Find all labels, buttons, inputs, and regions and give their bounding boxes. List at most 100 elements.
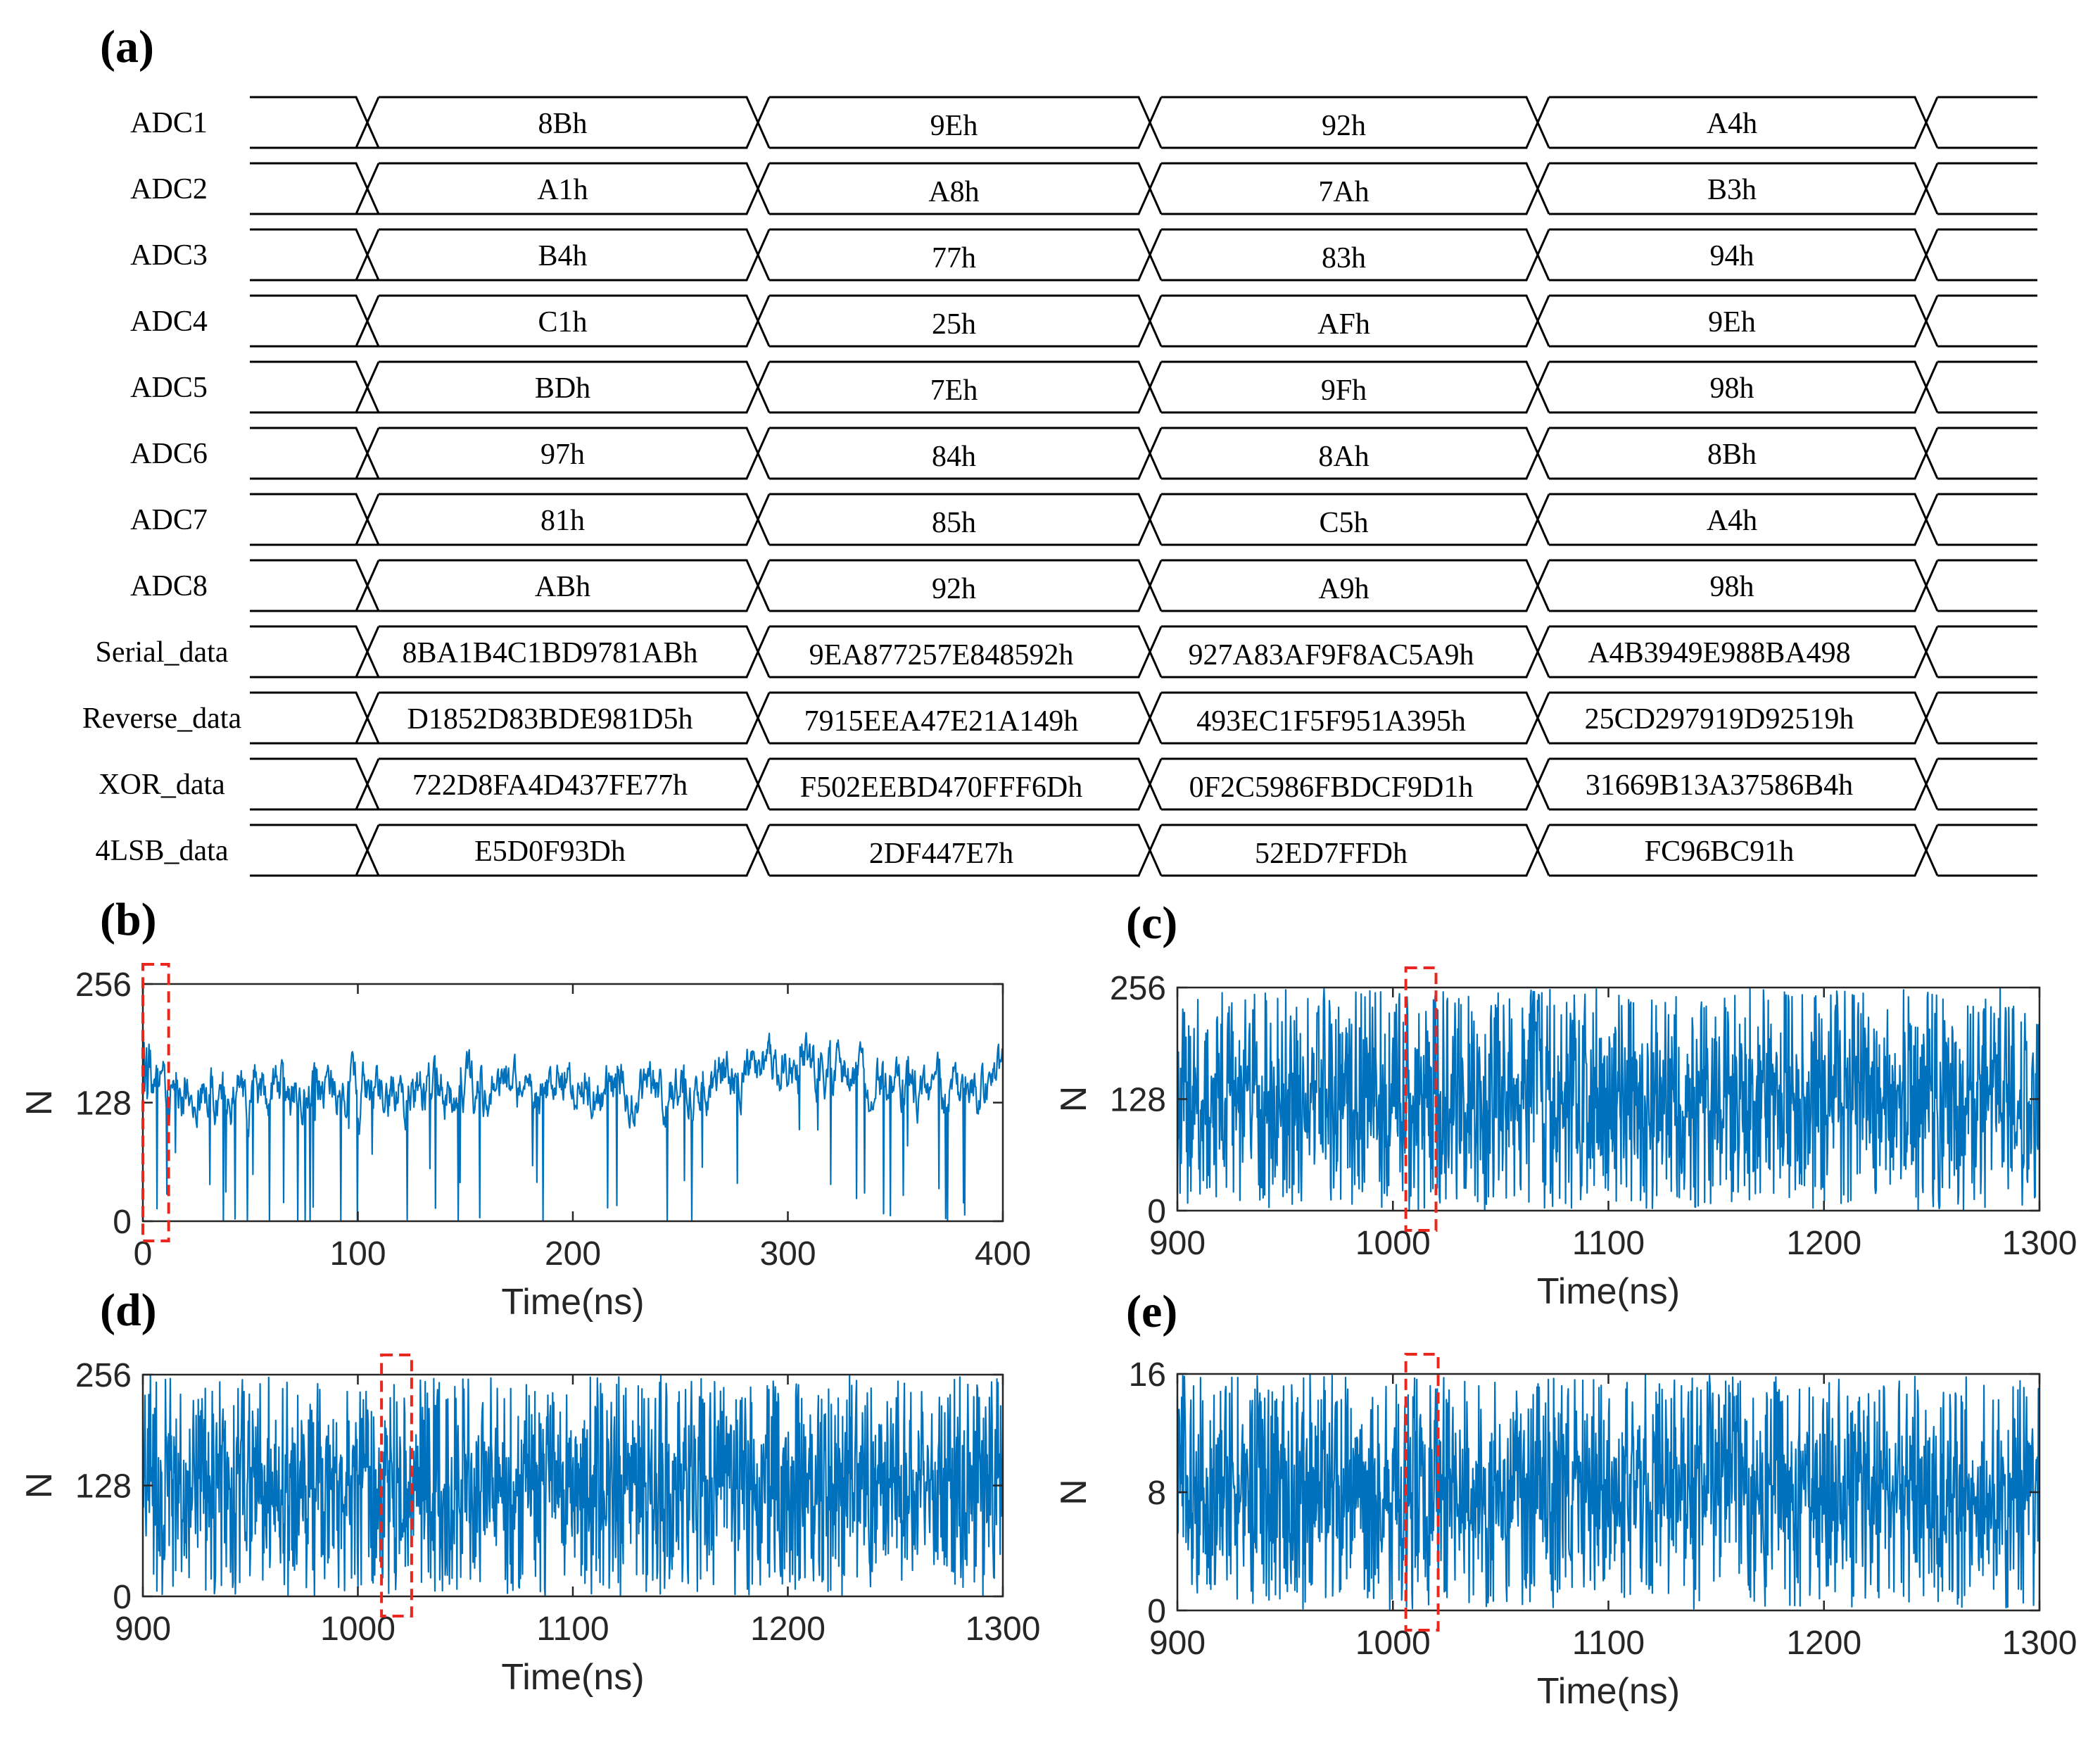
y-tick-label: 0	[1147, 1593, 1166, 1630]
y-axis-label: N	[19, 1472, 60, 1499]
row-value: 8BA1B4C1BD9781ABh	[402, 637, 697, 669]
row-value: AFh	[1317, 308, 1370, 341]
x-tick-label: 400	[975, 1235, 1031, 1273]
timing-row: ADC1 8Bh 9Eh 92h A4h	[130, 96, 2037, 149]
y-tick-label: 16	[1129, 1356, 1166, 1394]
x-tick-label: 100	[329, 1235, 386, 1273]
highlight-box	[380, 1354, 413, 1617]
row-value: 0F2C5986FBDCF9D1h	[1189, 771, 1474, 804]
y-tick-label: 128	[75, 1085, 132, 1123]
row-value: 98h	[1710, 372, 1754, 405]
row-value: 7915EEA47E21A149h	[804, 705, 1079, 738]
row-value: 83h	[1322, 242, 1366, 275]
row-value: A9h	[1318, 573, 1369, 605]
timing-row: ADC8 ABh 92h A9h 98h	[130, 559, 2037, 612]
y-tick-label: 128	[1110, 1082, 1166, 1119]
row-waveform	[250, 228, 2037, 282]
row-value: 31669B13A37586B4h	[1586, 769, 1853, 802]
panel-label-d: (d)	[100, 1285, 157, 1336]
row-value: 25CD297919D92519h	[1585, 703, 1854, 736]
row-value: 2DF447E7h	[869, 838, 1013, 870]
row-label: 4LSB_data	[96, 835, 229, 867]
y-axis-label: N	[1054, 1479, 1094, 1506]
row-value: BDh	[535, 372, 590, 405]
timing-row: ADC6 97h 84h 8Ah 8Bh	[130, 427, 2037, 480]
data-series-line	[1176, 986, 2041, 1211]
y-tick-label: 256	[75, 966, 132, 1004]
row-value: B3h	[1707, 174, 1757, 206]
y-axis-label: N	[1054, 1086, 1094, 1113]
x-tick-label: 1300	[966, 1610, 1041, 1648]
row-label: ADC4	[130, 305, 208, 338]
row-label: XOR_data	[99, 769, 225, 801]
row-value: 94h	[1710, 240, 1754, 272]
data-series-line	[1176, 1373, 2041, 1611]
timing-row: ADC3 B4h 77h 83h 94h	[130, 228, 2037, 282]
timing-row: ADC2 A1h A8h 7Ah B3h	[130, 162, 2037, 215]
row-waveform	[250, 162, 2037, 215]
row-value: ABh	[535, 571, 590, 603]
y-tick-label: 0	[113, 1579, 132, 1616]
timing-row: Reverse_data D1852D83BDE981D5h 7915EEA47E2…	[82, 691, 2037, 745]
row-value: A8h	[928, 176, 979, 208]
row-value: 92h	[932, 573, 976, 605]
panel-label-e: (e)	[1126, 1286, 1177, 1337]
plot-e: 900 1000 1100 1200 1300 0 8 16 Time(ns) N (e)	[1054, 1286, 2077, 1712]
timing-row: 4LSB_data E5D0F93Dh 2DF447E7h 52ED7FFDh FC96…	[96, 824, 2037, 877]
row-value: 52ED7FFDh	[1255, 838, 1408, 870]
x-tick-label: 900	[1149, 1225, 1206, 1262]
row-value: D1852D83BDE981D5h	[407, 703, 693, 736]
row-label: Reverse_data	[82, 702, 242, 735]
x-tick-label: 1300	[2002, 1225, 2077, 1262]
y-tick-label: 256	[75, 1357, 132, 1394]
x-axis-label: Time(ns)	[501, 1282, 644, 1323]
x-tick-label: 1200	[750, 1610, 826, 1648]
x-tick-label: 1100	[1572, 1625, 1645, 1662]
x-tick-label: 1000	[1355, 1225, 1431, 1262]
row-value: 9Fh	[1321, 374, 1367, 407]
x-tick-label: 900	[1149, 1625, 1206, 1662]
row-value: A1h	[537, 174, 588, 206]
row-value: C5h	[1319, 507, 1368, 539]
row-value: 7Eh	[930, 374, 978, 407]
highlight-box	[141, 963, 170, 1242]
row-label: Serial_data	[96, 636, 229, 669]
row-label: ADC1	[130, 107, 208, 139]
row-waveform	[250, 757, 2037, 811]
row-label: ADC8	[130, 570, 208, 603]
row-value: FC96BC91h	[1645, 835, 1794, 868]
timing-row: Serial_data 8BA1B4C1BD9781ABh 9EA877257E84…	[96, 625, 2037, 679]
x-tick-label: 200	[545, 1235, 601, 1273]
x-tick-label: 300	[759, 1235, 816, 1273]
data-series-line	[141, 1374, 1004, 1597]
highlight-box	[1404, 966, 1438, 1232]
timing-row: XOR_data 722D8FA4D437FE77h F502EEBD470FFF6…	[99, 757, 2037, 811]
x-tick-label: 1200	[1786, 1625, 1861, 1662]
row-value: 92h	[1322, 110, 1366, 142]
data-series-line	[141, 1032, 1004, 1223]
row-value: 8Bh	[1707, 439, 1757, 471]
timing-row: ADC7 81h 85h C5h A4h	[130, 493, 2037, 546]
row-value: B4h	[538, 240, 587, 272]
panel-label-c: (c)	[1126, 897, 1177, 949]
y-tick-label: 256	[1110, 970, 1166, 1007]
row-value: 9EA877257E848592h	[809, 639, 1074, 671]
panel-label-a: (a)	[100, 21, 154, 72]
row-waveform	[250, 691, 2037, 745]
row-value: 25h	[932, 308, 976, 341]
x-axis-label: Time(ns)	[1537, 1671, 1680, 1712]
row-value: F502EEBD470FFF6Dh	[800, 771, 1082, 804]
row-waveform	[250, 493, 2037, 546]
row-value: C1h	[538, 306, 587, 339]
row-value: 927A83AF9F8AC5A9h	[1188, 639, 1474, 671]
row-value: 9Eh	[930, 110, 978, 142]
row-label: ADC2	[130, 173, 208, 206]
y-tick-label: 0	[113, 1204, 132, 1241]
row-value: 81h	[540, 505, 585, 537]
row-waveform	[250, 360, 2037, 414]
row-value: 98h	[1710, 571, 1754, 603]
timing-row: ADC5 BDh 7Eh 9Fh 98h	[130, 360, 2037, 414]
row-value: 84h	[932, 441, 976, 473]
